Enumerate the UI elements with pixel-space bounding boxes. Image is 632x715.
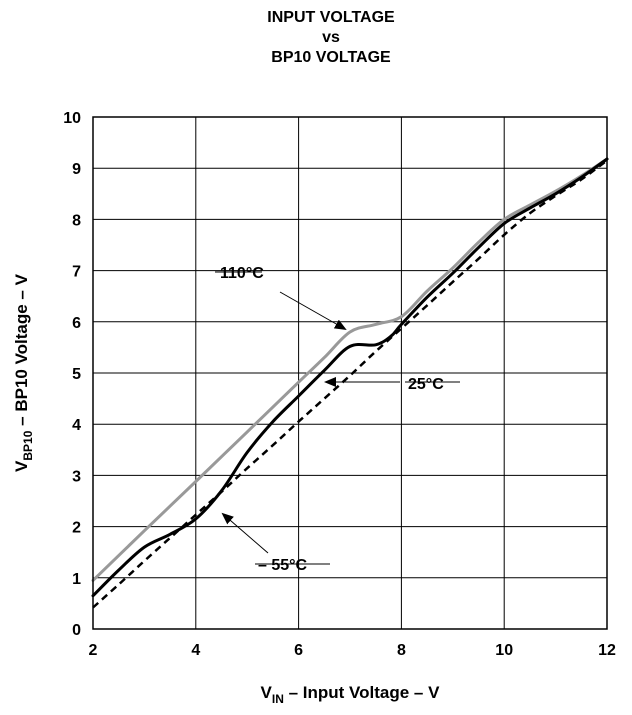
x-tick-label: 8 [397,642,406,659]
y-axis-label: VBP10 – BP10 Voltage – V [12,273,35,472]
series-group [91,157,609,609]
annotation-label-55c: – 55°C [258,557,308,574]
series-line-110c [91,157,609,582]
annotation-label-110c: 110°C [220,265,264,282]
y-tick-label: 2 [72,520,81,537]
x-tick-label: 10 [495,642,513,659]
y-tick-label: 1 [72,571,81,588]
y-tick-label: 10 [63,110,81,127]
x-tick-label: 2 [89,642,98,659]
series-line-25c [92,159,608,609]
grid [92,116,608,630]
y-tick-label: 7 [72,264,81,281]
chart-title-line-1: INPUT VOLTAGE [267,9,395,26]
x-tick-label: 12 [598,642,616,659]
y-tick-label: 9 [72,161,81,178]
plot-frame [92,116,608,630]
x-axis-label: VIN – Input Voltage – V [261,683,441,706]
y-tick-label: 5 [72,366,81,383]
series-line-55c [91,157,609,598]
chart-title-line-2: vs [322,29,340,46]
y-tick-label: 8 [72,212,81,229]
y-tick-label: 0 [72,622,81,639]
y-tick-label: 4 [72,417,81,434]
annotation-arrow-110c [279,291,347,330]
y-tick-label: 6 [72,315,81,332]
x-tick-label: 6 [294,642,303,659]
y-tick-label: 3 [72,468,81,485]
annotation-arrow-55c [221,512,269,554]
annotation-label-25c: 25°C [408,376,444,393]
x-tick-label: 4 [191,642,200,659]
chart-title-line-3: BP10 VOLTAGE [271,49,391,66]
